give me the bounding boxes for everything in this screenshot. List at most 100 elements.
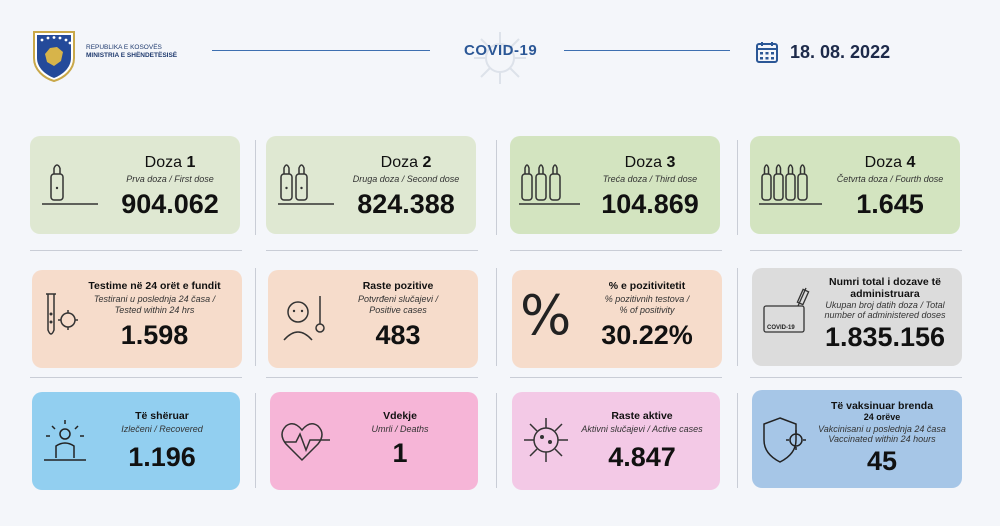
recovered-card: Të shëruar Izlečeni / Recovered 1.196 xyxy=(32,392,240,490)
dose-label: Doza xyxy=(624,154,662,171)
dose-label: Doza xyxy=(864,154,902,171)
card-subtitle-1: Aktivni slučajevi / Active cases xyxy=(581,424,703,434)
card-title: % e pozitivitetit xyxy=(608,280,686,292)
dose-2-card: Doza 2 Druga doza / Second dose 824.388 xyxy=(266,136,476,234)
column-divider xyxy=(255,140,256,235)
active-cases-card: Raste aktive Aktivni slučajevi / Active … xyxy=(512,392,720,490)
vaccination-card-icon: COVID-19 xyxy=(763,287,810,333)
dose-subtitle: Druga doza / Second dose xyxy=(352,174,460,184)
column-divider xyxy=(737,393,738,488)
card-subtitle-1: Vakcinisani u poslednja 24 časa xyxy=(818,424,946,434)
deaths-card: Vdekje Umrli / Deaths 1 xyxy=(270,392,478,490)
positive-cases-card: Raste pozitive Potvrđeni slučajevi / Pos… xyxy=(268,270,478,368)
card-subtitle-2: Positive cases xyxy=(369,305,427,315)
card-subtitle-2: % of positivity xyxy=(619,305,675,315)
column-divider xyxy=(737,140,738,235)
card-subtitle-1: Ukupan broj datih doza / Total xyxy=(825,300,945,310)
dose-value: 824.388 xyxy=(357,189,455,219)
percent-icon: % xyxy=(520,284,572,347)
report-date: 18. 08. 2022 xyxy=(790,42,891,62)
dose-subtitle: Treća doza / Third dose xyxy=(602,174,698,184)
heart-rate-icon xyxy=(281,423,330,462)
dose-title: Doza 2 xyxy=(336,154,476,172)
card-subtitle-1: % pozitivnih testova / xyxy=(604,294,690,304)
card-value: 45 xyxy=(866,446,898,476)
virus-watermark-icon xyxy=(474,32,526,84)
header: REPUBLIKA E KOSOVËS MINISTRIA E SHËNDETË… xyxy=(0,0,1000,100)
dose-title: Doza 1 xyxy=(100,154,240,172)
dose-title: Doza 3 xyxy=(580,154,720,172)
row-divider xyxy=(750,377,962,378)
row-divider xyxy=(750,250,962,251)
ministry-line-2: MINISTRIA E SHËNDETËSISË xyxy=(86,52,178,59)
row-divider xyxy=(30,377,242,378)
test-tube-icon xyxy=(46,293,78,335)
card-title: Të shëruar xyxy=(135,410,189,422)
card-value: 30.22% xyxy=(601,320,693,350)
card-title: Numri total i dozave të xyxy=(828,276,942,288)
card-title-2: 24 orëve xyxy=(863,412,901,422)
vials-icon xyxy=(278,164,334,205)
row-divider xyxy=(510,377,722,378)
card-subtitle-1: Testirani u poslednja 24 časa / xyxy=(93,294,216,304)
card-value: 4.847 xyxy=(608,442,676,472)
calendar-icon xyxy=(756,42,778,63)
column-divider xyxy=(496,393,497,488)
card-subtitle-2: Tested within 24 hrs xyxy=(114,305,195,315)
card-value: 1.196 xyxy=(128,442,196,472)
column-divider xyxy=(737,268,738,366)
dose-label: Doza xyxy=(380,154,418,171)
dose-subtitle: Četvrta doza / Fourth dose xyxy=(836,174,944,184)
card-subtitle-1: Potvrđeni slučajevi / xyxy=(357,294,439,304)
dose-value: 1.645 xyxy=(856,189,924,219)
row-divider xyxy=(30,250,242,251)
covid-title: COVID-19 xyxy=(464,42,538,59)
dose-number: 1 xyxy=(186,154,196,171)
row-divider xyxy=(510,250,722,251)
vial-icon xyxy=(42,164,98,205)
column-divider xyxy=(255,268,256,366)
card-title: Vdekje xyxy=(383,410,417,422)
vials-icon xyxy=(519,164,580,205)
card-subtitle-2: number of administered doses xyxy=(824,310,946,320)
card-title-2: administruara xyxy=(850,288,920,300)
card-subtitle-1: Umrli / Deaths xyxy=(371,424,429,434)
dose-value: 904.062 xyxy=(121,189,219,219)
header-divider-right xyxy=(564,50,730,51)
dose-3-card: Doza 3 Treća doza / Third dose 104.869 xyxy=(510,136,720,234)
vaccinated-24h-card: Të vaksinuar brenda 24 orëve Vakcinisani… xyxy=(752,390,962,488)
card-title: Raste pozitive xyxy=(362,280,434,292)
dose-label: Doza xyxy=(144,154,182,171)
column-divider xyxy=(496,268,497,366)
ministry-line-1: REPUBLIKA E KOSOVËS xyxy=(86,44,162,51)
card-value: 1 xyxy=(392,438,408,468)
row-divider xyxy=(266,250,478,251)
dose-1-card: Doza 1 Prva doza / First dose 904.062 xyxy=(30,136,240,234)
kosovo-emblem-icon xyxy=(33,31,75,82)
card-value: 1.598 xyxy=(120,320,189,350)
card-value: 483 xyxy=(375,320,421,350)
vials-icon xyxy=(759,164,822,205)
dose-number: 4 xyxy=(906,154,916,171)
dose-value: 104.869 xyxy=(601,189,699,219)
shield-virus-icon xyxy=(763,417,806,463)
dose-4-card: Doza 4 Četvrta doza / Fourth dose 1.645 xyxy=(750,136,960,234)
covid-card-label: COVID-19 xyxy=(767,325,795,331)
total-doses-card: COVID-19 Numri total i dozave të adminis… xyxy=(752,268,962,366)
card-title: Testime në 24 orët e fundit xyxy=(88,280,221,292)
sick-person-icon xyxy=(283,296,325,341)
card-subtitle-1: Izlečeni / Recovered xyxy=(121,424,203,434)
card-title: Raste aktive xyxy=(611,410,673,422)
dose-subtitle: Prva doza / First dose xyxy=(126,174,214,184)
card-value: 1.835.156 xyxy=(824,322,946,352)
dose-number: 2 xyxy=(422,154,432,171)
dose-title: Doza 4 xyxy=(820,154,960,172)
tests-card: Testime në 24 orët e fundit Testirani u … xyxy=(32,270,242,368)
column-divider xyxy=(255,393,256,488)
header-divider-left xyxy=(212,50,430,51)
card-title: Të vaksinuar brenda xyxy=(830,400,934,412)
ministry-name: REPUBLIKA E KOSOVËS MINISTRIA E SHËNDETË… xyxy=(86,44,177,60)
virus-icon xyxy=(524,418,568,462)
card-subtitle-2: Vaccinated within 24 hours xyxy=(828,434,936,444)
dose-number: 3 xyxy=(666,154,676,171)
